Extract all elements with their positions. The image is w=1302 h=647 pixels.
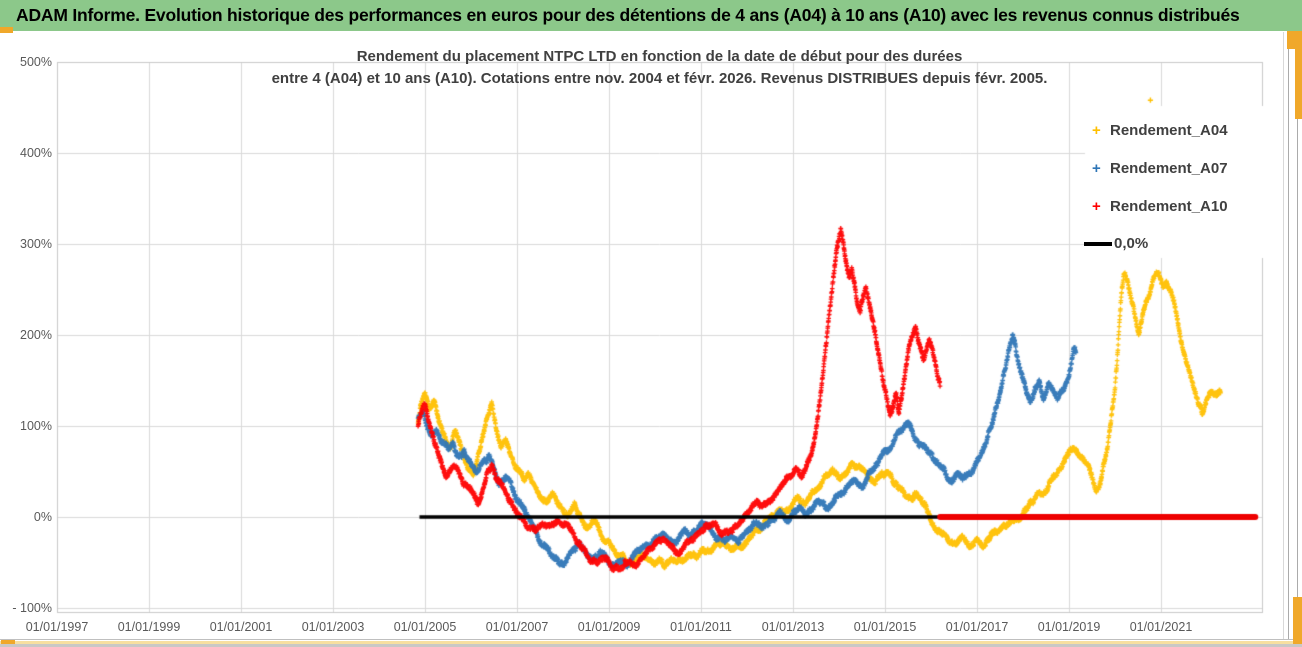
plus-marker-icon: +	[1092, 198, 1101, 215]
header-title: ADAM Informe. Evolution historique des p…	[16, 5, 1240, 25]
x-tick-label: 01/01/2017	[945, 620, 1009, 634]
x-tick-label: 01/01/2003	[301, 620, 365, 634]
bottom-divider-line	[0, 639, 1302, 640]
gold-strip-right-upper	[1295, 49, 1302, 119]
legend-item-0-0-[interactable]: 0,0%	[1084, 235, 1148, 252]
chart-title-line1: Rendement du placement NTPC LTD en fonct…	[356, 48, 963, 65]
x-tick-label: 01/01/2007	[485, 620, 549, 634]
gold-corner-top-left	[0, 27, 13, 33]
legend-item-rendement-a07[interactable]: + Rendement_A07	[1092, 160, 1228, 177]
plus-marker-icon: +	[1092, 160, 1101, 177]
x-tick-label: 01/01/2019	[1037, 620, 1101, 634]
x-tick-label: 01/01/1997	[25, 620, 89, 634]
x-tick-label: 01/01/2013	[761, 620, 825, 634]
y-tick-label: - 100%	[12, 601, 52, 615]
legend-item-label: Rendement_A04	[1110, 122, 1228, 139]
legend-item-label: Rendement_A10	[1110, 198, 1228, 215]
legend-item-rendement-a04[interactable]: + Rendement_A04	[1092, 122, 1228, 139]
y-tick-label: 0%	[33, 510, 52, 524]
legend-item-label: Rendement_A07	[1110, 160, 1228, 177]
y-tick-label: 100%	[20, 419, 52, 433]
x-tick-label: 01/01/2005	[393, 620, 457, 634]
x-tick-label: 01/01/2001	[209, 620, 273, 634]
y-tick-label: 300%	[20, 237, 52, 251]
header-bar: ADAM Informe. Evolution historique des p…	[0, 0, 1302, 31]
y-tick-label: 200%	[20, 328, 52, 342]
plus-marker-icon: +	[1092, 122, 1101, 139]
bottom-edge-strip	[0, 644, 1302, 647]
gold-corner-bottom-left	[1, 640, 15, 645]
scrollbar-left-edge[interactable]	[1288, 48, 1289, 639]
scrollbar-right-edge[interactable]	[1297, 48, 1298, 639]
gold-strip-right-lower	[1293, 597, 1302, 644]
gold-corner-top-right	[1287, 31, 1302, 49]
zero-line-swatch-icon	[1084, 241, 1112, 246]
x-tick-label: 01/01/2015	[853, 620, 917, 634]
x-tick-label: 01/01/1999	[117, 620, 181, 634]
chart-object-right-border	[1283, 32, 1284, 639]
x-tick-label: 01/01/2011	[670, 620, 732, 634]
y-tick-label: 500%	[20, 55, 52, 69]
bottom-gold-strip	[0, 641, 1302, 644]
x-tick-label: 01/01/2009	[577, 620, 641, 634]
legend-item-rendement-a10[interactable]: + Rendement_A10	[1092, 198, 1228, 215]
legend-item-label: 0,0%	[1114, 235, 1149, 252]
x-tick-label: 01/01/2021	[1129, 620, 1193, 634]
chart-title-line2: entre 4 (A04) et 10 ans (A10). Cotations…	[271, 70, 1048, 87]
y-tick-label: 400%	[20, 146, 52, 160]
